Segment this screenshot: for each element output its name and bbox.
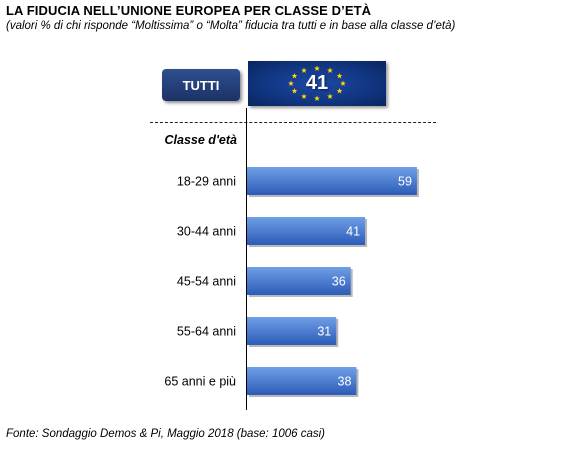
- source-note: Fonte: Sondaggio Demos & Pi, Maggio 2018…: [6, 428, 325, 440]
- category-label: 18-29 anni: [177, 175, 236, 189]
- total-button[interactable]: TUTTI: [162, 69, 240, 101]
- eu-star-icon: [327, 67, 333, 73]
- bar-value-label: 59: [398, 175, 412, 189]
- category-axis-line: [246, 108, 247, 410]
- separator-dashed-line: [150, 122, 436, 123]
- bar-0: [247, 167, 417, 195]
- bar-3: [247, 317, 337, 345]
- bar-value-label: 41: [346, 225, 360, 239]
- eu-star-icon: [314, 95, 320, 101]
- bar-2: [247, 267, 351, 295]
- category-label: 55-64 anni: [177, 325, 236, 339]
- eu-stars-icon: [288, 65, 346, 101]
- bar-1: [247, 217, 366, 245]
- total-value: 41: [305, 72, 329, 94]
- eu-star-icon: [291, 73, 298, 79]
- bar-value-label: 31: [317, 325, 331, 339]
- bar-4: [247, 367, 357, 395]
- eu-star-icon: [288, 80, 294, 86]
- eu-star-icon: [301, 67, 307, 73]
- chart-subtitle: (valori % di chi risponde “Moltissima” o…: [6, 20, 456, 32]
- category-label: 45-54 anni: [177, 275, 236, 289]
- eu-star-icon: [301, 93, 307, 99]
- chart-title: LA FIDUCIA NELL’UNIONE EUROPEA PER CLASS…: [6, 3, 372, 18]
- eu-star-icon: [314, 65, 320, 71]
- bar-value-label: 38: [338, 375, 352, 389]
- eu-flag-icon: 41: [248, 61, 386, 106]
- eu-star-icon: [336, 88, 343, 94]
- eu-star-icon: [327, 93, 333, 99]
- category-label: 30-44 anni: [177, 225, 236, 239]
- eu-star-icon: [340, 80, 346, 86]
- eu-star-icon: [336, 73, 343, 79]
- category-label: 65 anni e più: [164, 375, 236, 389]
- group-label: Classe d'età: [164, 133, 237, 147]
- eu-star-icon: [291, 88, 298, 94]
- bar-value-label: 36: [332, 275, 346, 289]
